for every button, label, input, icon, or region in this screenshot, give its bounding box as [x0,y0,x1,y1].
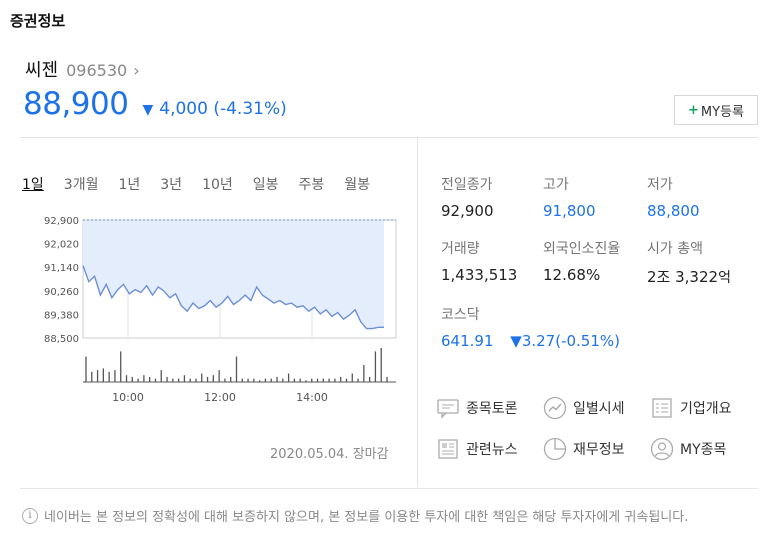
link-label: 기업개요 [680,401,732,417]
x-tick-label: 14:00 [296,391,328,404]
divider-vertical [417,138,418,486]
info-foreign-ratio: 외국인소진율 12.68% [543,238,663,284]
stock-header[interactable]: 씨젠 096530 › [25,56,140,82]
market-cap-value: 2조 3,322 [647,268,719,286]
divider [20,488,758,489]
info-icon: i [22,507,38,524]
tab-3years[interactable]: 3년 [160,177,183,193]
price-line [82,265,384,330]
kosdaq-change: ▼3.27 [510,332,556,350]
plus-icon: + [688,102,699,118]
disclaimer-text: 네이버는 본 정보의 정확성에 대해 보증하지 않으며, 본 정보를 이용한 투… [44,510,689,525]
info-value: 91,800 [543,202,596,220]
tab-monthly-candle[interactable]: 월봉 [344,177,371,193]
info-label: 코스닥 [441,307,480,323]
y-tick-label: 89,380 [44,310,79,321]
info-value: 1,433,513 [441,266,518,284]
info-label: 외국인소진율 [543,241,621,257]
disclaimer: i 네이버는 본 정보의 정확성에 대해 보증하지 않으며, 본 정보를 이용한… [22,506,688,525]
link-daily-quotes[interactable]: 일별시세 [543,396,625,420]
info-value: 88,800 [647,202,700,220]
info-label: 전일종가 [441,177,493,193]
my-register-label: MY등록 [700,104,744,120]
tab-1day[interactable]: 1일 [22,177,44,193]
x-tick-label: 10:00 [112,391,144,404]
link-label: MY종목 [680,442,727,458]
info-kosdaq: 코스닥 641.91 ▼3.27(-0.51%) [441,304,701,350]
tab-daily-candle[interactable]: 일봉 [252,177,279,193]
y-tick-label: 88,500 [44,334,79,345]
discussion-icon [436,396,460,420]
info-volume: 거래량 1,433,513 [441,238,561,284]
link-label: 재무정보 [573,442,625,458]
price-row: 88,900 ▼ 4,000 (-4.31%) [23,86,287,122]
x-tick-label: 12:00 [204,391,236,404]
price-area [83,220,384,329]
info-label: 고가 [543,177,569,193]
document-list-icon [650,396,674,420]
link-label: 관련뉴스 [466,442,518,458]
price-chart[interactable]: 92,900 92,020 91,140 90,260 89,380 88,500 10:0… [20,208,400,408]
link-stock-discussion[interactable]: 종목토론 [436,396,518,420]
info-low: 저가 88,800 [647,174,767,220]
period-tabs: 1일 3개월 1년 3년 10년 일봉 주봉 월봉 [22,174,390,194]
kosdaq-change-pct: (-0.51%) [555,332,620,350]
link-related-news[interactable]: 관련뉴스 [436,437,518,461]
tab-10years[interactable]: 10년 [202,177,233,193]
down-arrow-icon: ▼ [142,102,154,118]
stock-code[interactable]: 096530 [66,61,128,80]
pie-chart-icon [543,437,567,461]
y-tick-label: 92,020 [44,240,79,251]
y-tick-label: 92,900 [44,216,79,227]
chart-date: 2020.05.04. 장마감 [270,447,389,462]
info-value: 12.68% [543,266,601,284]
info-value: 641.91 ▼3.27(-0.51%) [441,332,701,350]
link-financial-info[interactable]: 재무정보 [543,437,625,461]
info-value: 92,900 [441,202,494,220]
user-icon [650,437,674,461]
info-label: 시가 총액 [647,241,703,257]
market-cap-unit: 억 [718,270,731,286]
info-high: 고가 91,800 [543,174,663,220]
link-company-overview[interactable]: 기업개요 [650,396,732,420]
y-tick-label: 91,140 [44,263,79,274]
info-value: 2조 3,322억 [647,266,767,287]
my-register-button[interactable]: + MY등록 [674,95,758,125]
link-my-stocks[interactable]: MY종목 [650,437,726,461]
kosdaq-value: 641.91 [441,332,494,350]
y-tick-label: 90,260 [44,287,79,298]
tab-3months[interactable]: 3개월 [63,177,99,193]
news-icon [436,437,460,461]
info-prev-close: 전일종가 92,900 [441,174,561,220]
price-change: 4,000 (-4.31%) [159,99,286,119]
current-price: 88,900 [23,86,129,122]
change-amount: 4,000 [159,99,208,119]
info-label: 거래량 [441,241,480,257]
link-label: 종목토론 [466,401,518,417]
info-market-cap: 시가 총액 2조 3,322억 [647,238,767,287]
info-label: 저가 [647,177,673,193]
link-label: 일별시세 [573,401,625,417]
divider [20,137,758,138]
trend-icon [543,396,567,420]
section-title: 증권정보 [10,12,66,30]
stock-name[interactable]: 씨젠 [25,60,59,81]
tab-weekly-candle[interactable]: 주봉 [298,177,325,193]
tab-1year[interactable]: 1년 [118,177,141,193]
change-percent: (-4.31%) [213,99,287,119]
chevron-right-icon[interactable]: › [133,61,140,80]
